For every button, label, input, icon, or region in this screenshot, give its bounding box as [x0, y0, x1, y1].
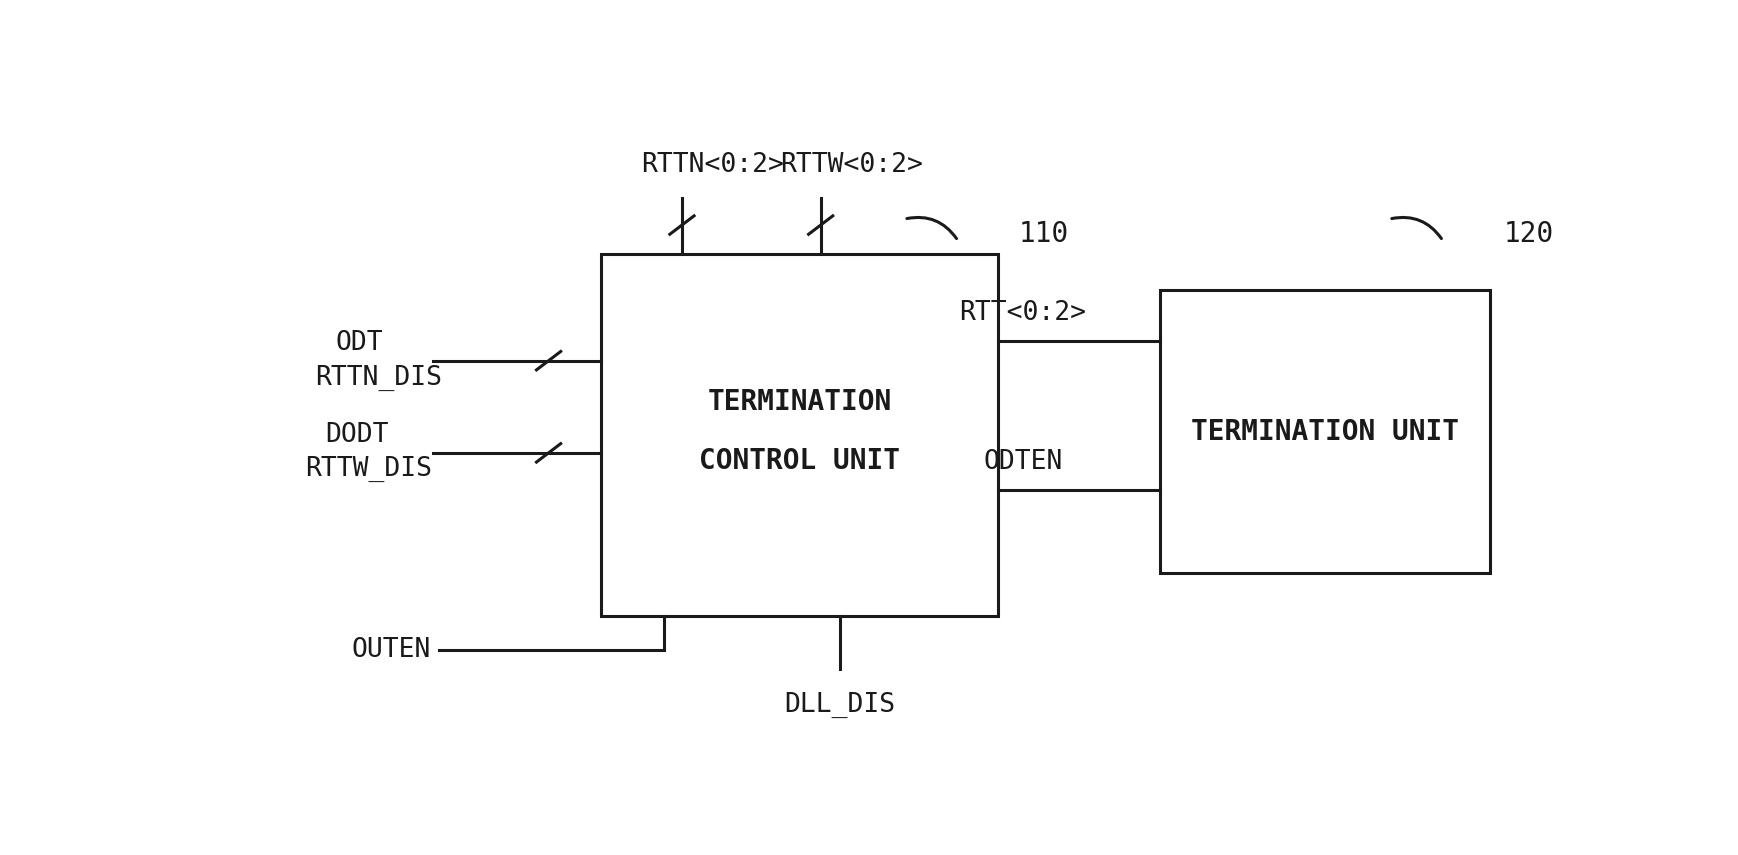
Text: TERMINATION UNIT: TERMINATION UNIT	[1191, 418, 1460, 445]
Text: RTTN_DIS: RTTN_DIS	[316, 365, 443, 391]
Text: RTTW_DIS: RTTW_DIS	[304, 457, 431, 482]
Bar	[601, 254, 998, 616]
Text: TERMINATION: TERMINATION	[707, 388, 892, 416]
Text: OUTEN: OUTEN	[353, 637, 431, 663]
Text: RTTN<0:2>: RTTN<0:2>	[641, 152, 784, 179]
Text: 120: 120	[1503, 221, 1554, 248]
Text: ODT: ODT	[335, 330, 384, 356]
Text: DODT: DODT	[325, 422, 389, 448]
Bar	[1161, 290, 1489, 574]
Text: RTT<0:2>: RTT<0:2>	[959, 300, 1086, 327]
Text: ODTEN: ODTEN	[984, 449, 1062, 475]
Text: CONTROL UNIT: CONTROL UNIT	[699, 447, 900, 475]
Text: 110: 110	[1018, 221, 1069, 248]
Text: DLL_DIS: DLL_DIS	[784, 692, 895, 718]
Text: RTTW<0:2>: RTTW<0:2>	[780, 152, 923, 179]
